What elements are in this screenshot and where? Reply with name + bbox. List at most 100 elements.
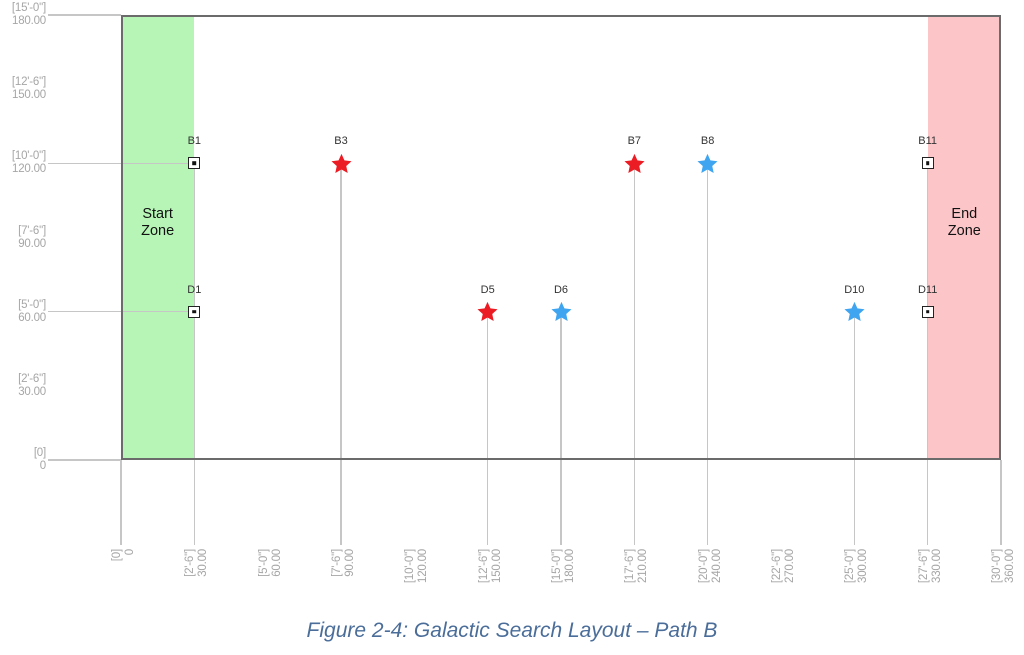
start-zone [121,15,195,460]
y-axis-label-bracket: [15'-0"] [11,2,46,14]
x-axis-label: [10'-0"] 120.00 [404,549,430,609]
marker-label-B8: B8 [700,135,715,148]
start-zone-label-line: Zone [141,223,175,239]
y-axis-label-bracket: [10'-0"] [11,150,46,163]
x-axis-label: [30'-0"] 360.00 [991,549,1017,609]
x-axis-label-value: 180.00 [564,549,576,583]
x-leader-line [633,163,635,545]
x-axis-label-bracket: [27'-6"] [917,549,930,584]
square-marker-D1 [188,305,201,318]
y-axis-label-value: 60.00 [18,311,46,324]
square-marker-B11 [921,157,934,170]
x-leader-line [853,311,855,545]
x-axis-label: [17'-6"] 210.00 [624,549,650,609]
x-leader-line [927,163,929,545]
marker-label-B11: B11 [918,135,938,148]
x-leader-line [340,163,342,545]
star-icon-B8 [697,153,718,173]
x-axis-label-bracket: [25'-0"] [844,549,857,584]
x-axis-label-value: 60.00 [270,549,283,577]
x-axis-label-bracket: [10'-0"] [404,549,417,584]
star-icon-D5 [477,302,498,322]
y-leader-line [48,14,121,16]
x-axis-label: [12'-6"] 150.00 [478,549,504,609]
y-axis-label-value: 150.00 [12,89,46,102]
square-marker-D11 [921,305,934,318]
star-icon-B3 [330,153,352,173]
end-zone-label-line: End [951,206,978,222]
marker-label-B7: B7 [627,135,642,148]
x-axis-label-value: 150.00 [490,549,503,583]
x-axis-label-bracket: [0] [111,549,123,562]
y-axis-label: [5'-0"] 60.00 [0,299,46,325]
x-leader-line [120,460,122,545]
x-axis-label-bracket: [22'-6"] [771,549,783,584]
y-axis-label: [12'-6"] 150.00 [0,76,46,102]
start-zone-label: Start Zone [118,206,198,240]
y-axis-label-value: 30.00 [18,385,46,398]
y-axis-label-value: 180.00 [12,15,46,27]
x-axis-label-bracket: [5'-0"] [257,549,270,577]
y-axis-label-bracket: [5'-0"] [18,298,46,311]
y-axis-label: [0] 0 [0,447,46,473]
x-axis-label-value: 240.00 [710,549,723,583]
x-axis-label-value: 270.00 [784,549,796,583]
figure-caption: Figure 2-4: Galactic Search Layout – Pat… [306,619,718,642]
y-axis-label-bracket: [0] [33,447,46,459]
y-axis-label: [2'-6"] 30.00 [0,373,46,399]
marker-label-D10: D10 [844,283,865,296]
x-axis-label: [2'-6"] 30.00 [184,549,210,609]
y-axis-label: [15'-0"] 180.00 [0,2,46,28]
x-leader-line [1000,460,1002,545]
x-axis-label-value: 30.00 [197,549,210,577]
y-axis-label-bracket: [2'-6"] [18,372,46,385]
x-axis-label-value: 330.00 [930,549,943,583]
y-leader-line [48,459,121,461]
end-zone-label-line: Zone [947,223,981,239]
marker-label-D5: D5 [480,283,495,296]
y-axis-label: [7'-6"] 90.00 [0,225,46,251]
marker-label-D1: D1 [187,283,202,296]
x-axis-label: [25'-0"] 300.00 [844,549,870,609]
marker-label-D11: D11 [917,283,938,296]
field-outline [121,15,1001,460]
x-axis-label-value: 120.00 [417,549,430,583]
end-zone [927,15,1001,460]
star-icon-D10 [844,302,865,322]
y-axis-label-value: 90.00 [18,237,46,250]
y-axis-label: [10'-0"] 120.00 [0,150,46,176]
y-axis-label-bracket: [12'-6"] [11,76,46,89]
x-axis-label-value: 90.00 [344,549,356,577]
x-axis-label: [27'-6"] 330.00 [918,549,944,609]
x-leader-line [707,163,709,545]
end-zone-label: End Zone [924,206,1004,240]
x-axis-label: [20'-0"] 240.00 [698,549,724,609]
x-axis-label: [22'-6"] 270.00 [771,549,797,609]
marker-label-D6: D6 [553,283,569,296]
x-axis-label-bracket: [7'-6"] [331,549,343,577]
x-leader-line [193,163,195,545]
start-zone-label-line: Start [142,206,173,222]
x-axis-label-value: 0 [124,549,136,556]
star-icon-D6 [550,302,572,322]
x-axis-label-bracket: [30'-0"] [991,549,1003,584]
star-icon-B7 [624,153,645,173]
y-axis-label-value: 120.00 [12,163,46,176]
x-axis-label: [0] 0 [111,549,137,609]
x-axis-label-value: 210.00 [637,549,650,583]
y-axis-label-value: 0 [39,460,46,472]
y-axis-label-bracket: [7'-6"] [18,224,46,237]
x-axis-label-bracket: [17'-6"] [624,549,637,584]
x-axis-label-value: 300.00 [857,549,870,583]
x-axis-label: [5'-0"] 60.00 [258,549,284,609]
x-axis-label-value: 360.00 [1004,549,1016,583]
x-leader-line [560,311,562,545]
x-leader-line [487,311,489,545]
x-axis-label: [15'-0"] 180.00 [551,549,577,609]
marker-label-B3: B3 [334,135,348,148]
